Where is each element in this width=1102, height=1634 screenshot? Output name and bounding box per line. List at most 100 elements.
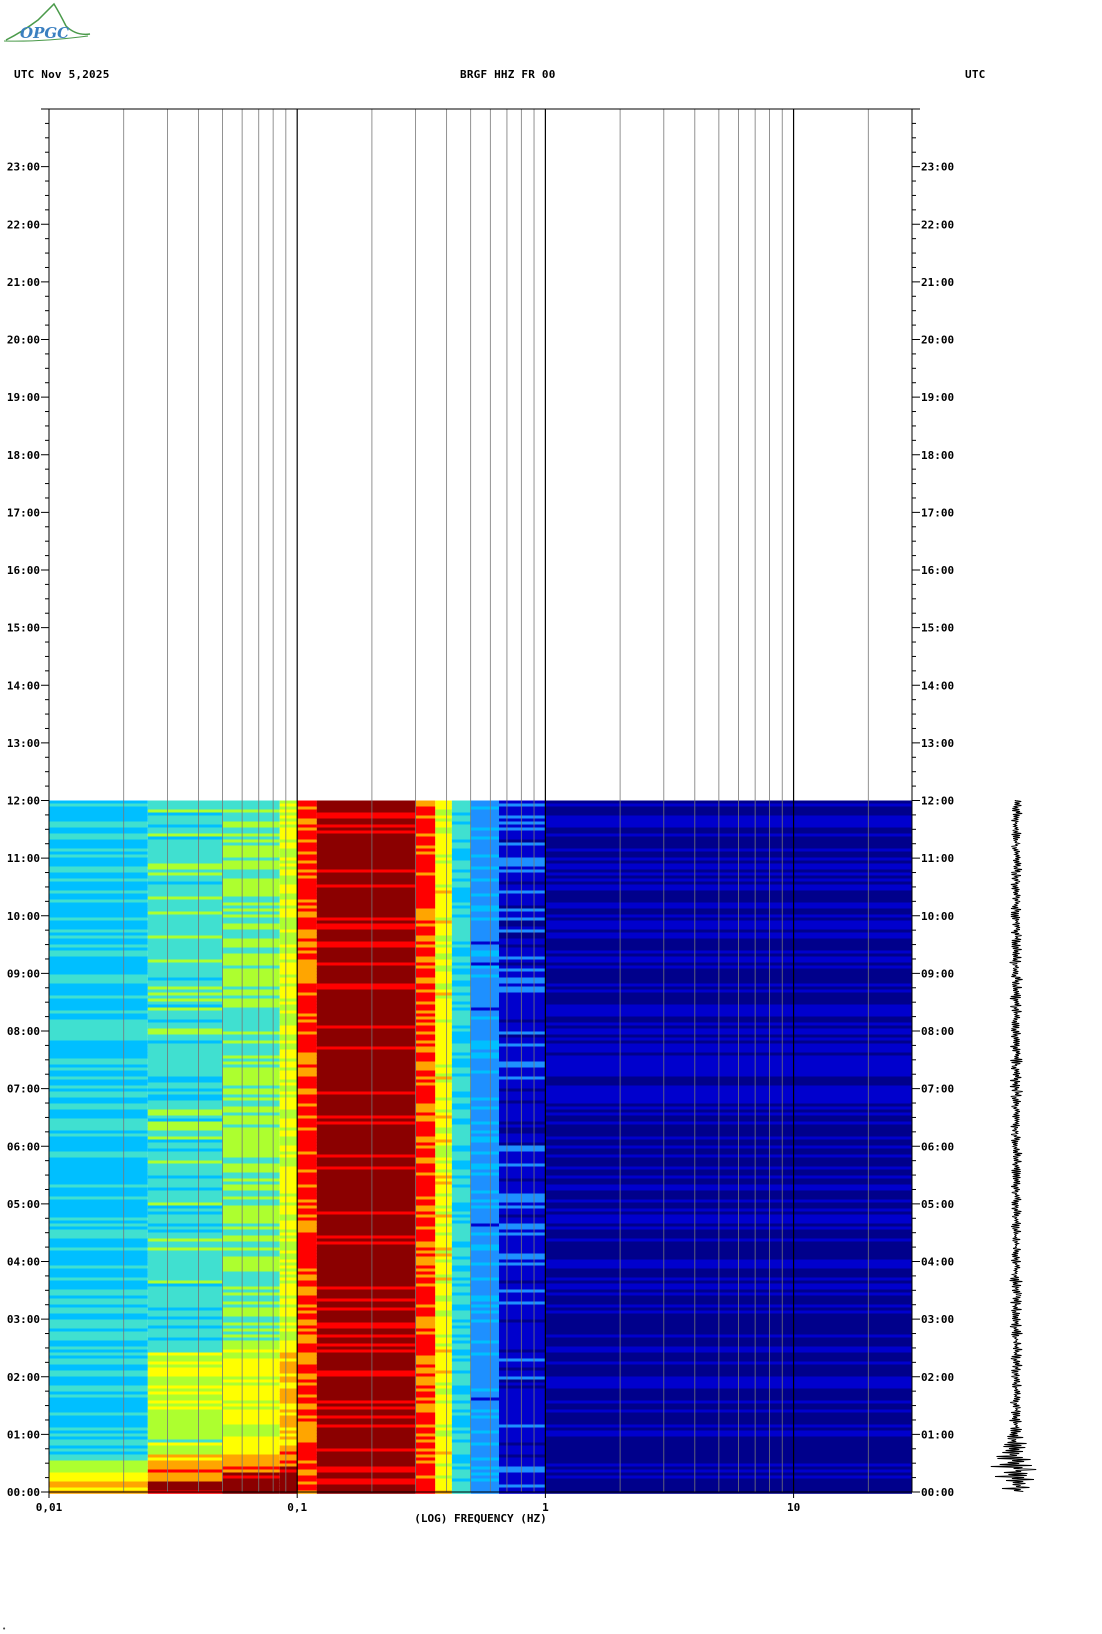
heatmap-cell: [147, 1352, 223, 1356]
heatmap-cell: [470, 887, 499, 891]
heatmap-cell: [499, 1022, 546, 1026]
heatmap-cell: [279, 854, 298, 858]
y-tick-label: 22:00: [921, 218, 954, 231]
heatmap-cell: [415, 884, 436, 888]
heatmap-cell: [470, 1268, 499, 1272]
heatmap-cell: [470, 1253, 499, 1257]
heatmap-cell: [222, 887, 280, 891]
heatmap-cell: [222, 1412, 280, 1416]
heatmap-cell: [147, 1097, 223, 1101]
heatmap-cell: [470, 968, 499, 972]
y-tick-label: 10:00: [921, 910, 954, 923]
heatmap-cell: [279, 1469, 298, 1473]
heatmap-cell: [470, 1205, 499, 1209]
heatmap-cell: [415, 1340, 436, 1344]
heatmap-cell: [147, 824, 223, 828]
heatmap-cell: [415, 908, 436, 912]
heatmap-cell: [415, 1031, 436, 1035]
heatmap-cell: [451, 1082, 471, 1086]
heatmap-cell: [316, 1445, 416, 1449]
heatmap-cell: [49, 929, 148, 933]
heatmap-cell: [147, 1397, 223, 1401]
heatmap-cell: [499, 836, 546, 840]
heatmap-cell: [49, 1172, 148, 1176]
heatmap-cell: [297, 920, 317, 924]
heatmap-cell: [435, 1271, 452, 1275]
heatmap-cell: [316, 1034, 416, 1038]
heatmap-cell: [470, 1190, 499, 1194]
heatmap-cell: [470, 1439, 499, 1443]
heatmap-cell: [415, 1142, 436, 1146]
heatmap-cell: [499, 947, 546, 951]
heatmap-cell: [49, 947, 148, 951]
heatmap-cell: [49, 1295, 148, 1299]
heatmap-cell: [316, 1106, 416, 1110]
heatmap-cell: [415, 806, 436, 810]
heatmap-cell: [415, 1220, 436, 1224]
heatmap-cell: [451, 1067, 471, 1071]
heatmap-cell: [435, 1355, 452, 1359]
heatmap-cell: [451, 1091, 471, 1095]
heatmap-cell: [297, 1160, 317, 1164]
spectrogram-heatmap: [49, 800, 912, 1494]
heatmap-cell: [415, 1034, 436, 1038]
heatmap-cell: [499, 842, 546, 846]
heatmap-cell: [499, 1049, 546, 1053]
heatmap-cell: [279, 1178, 298, 1182]
heatmap-cell: [415, 1202, 436, 1206]
heatmap-cell: [49, 815, 148, 819]
heatmap-cell: [545, 890, 912, 894]
heatmap-cell: [147, 1484, 223, 1488]
heatmap-cell: [279, 1250, 298, 1254]
heatmap-cell: [435, 1145, 452, 1149]
heatmap-cell: [297, 1325, 317, 1329]
heatmap-cell: [147, 875, 223, 879]
heatmap-cell: [297, 1439, 317, 1443]
heatmap-cell: [316, 1163, 416, 1167]
heatmap-cell: [499, 1040, 546, 1044]
heatmap-cell: [222, 905, 280, 909]
heatmap-cell: [222, 821, 280, 825]
heatmap-cell: [470, 1145, 499, 1149]
heatmap-cell: [435, 1220, 452, 1224]
heatmap-cell: [297, 1130, 317, 1134]
heatmap-cell: [279, 1289, 298, 1293]
heatmap-cell: [49, 968, 148, 972]
heatmap-cell: [545, 1388, 912, 1392]
heatmap-cell: [435, 1337, 452, 1341]
heatmap-cell: [49, 962, 148, 966]
heatmap-cell: [316, 1466, 416, 1470]
heatmap-cell: [147, 1364, 223, 1368]
heatmap-cell: [451, 953, 471, 957]
heatmap-cell: [545, 974, 912, 978]
heatmap-cell: [147, 851, 223, 855]
heatmap-cell: [147, 1040, 223, 1044]
heatmap-cell: [499, 1052, 546, 1056]
heatmap-cell: [49, 1322, 148, 1326]
heatmap-cell: [451, 830, 471, 834]
heatmap-cell: [316, 929, 416, 933]
heatmap-cell: [499, 938, 546, 942]
heatmap-cell: [222, 1064, 280, 1068]
y-tick-label: 04:00: [921, 1256, 954, 1269]
heatmap-cell: [279, 1451, 298, 1455]
heatmap-cell: [49, 848, 148, 852]
heatmap-cell: [435, 1364, 452, 1368]
heatmap-cell: [415, 1103, 436, 1107]
heatmap-cell: [435, 1343, 452, 1347]
heatmap-cell: [222, 812, 280, 816]
heatmap-cell: [499, 851, 546, 855]
heatmap-cell: [316, 1064, 416, 1068]
heatmap-cell: [545, 1049, 912, 1053]
heatmap-cell: [545, 1079, 912, 1083]
heatmap-cell: [545, 1142, 912, 1146]
heatmap-cell: [49, 1058, 148, 1062]
heatmap-cell: [545, 1193, 912, 1197]
heatmap-cell: [415, 1211, 436, 1215]
heatmap-cell: [297, 944, 317, 948]
heatmap-cell: [470, 911, 499, 915]
heatmap-cell: [297, 962, 317, 966]
heatmap-cell: [316, 875, 416, 879]
heatmap-cell: [545, 1271, 912, 1275]
heatmap-cell: [49, 1040, 148, 1044]
